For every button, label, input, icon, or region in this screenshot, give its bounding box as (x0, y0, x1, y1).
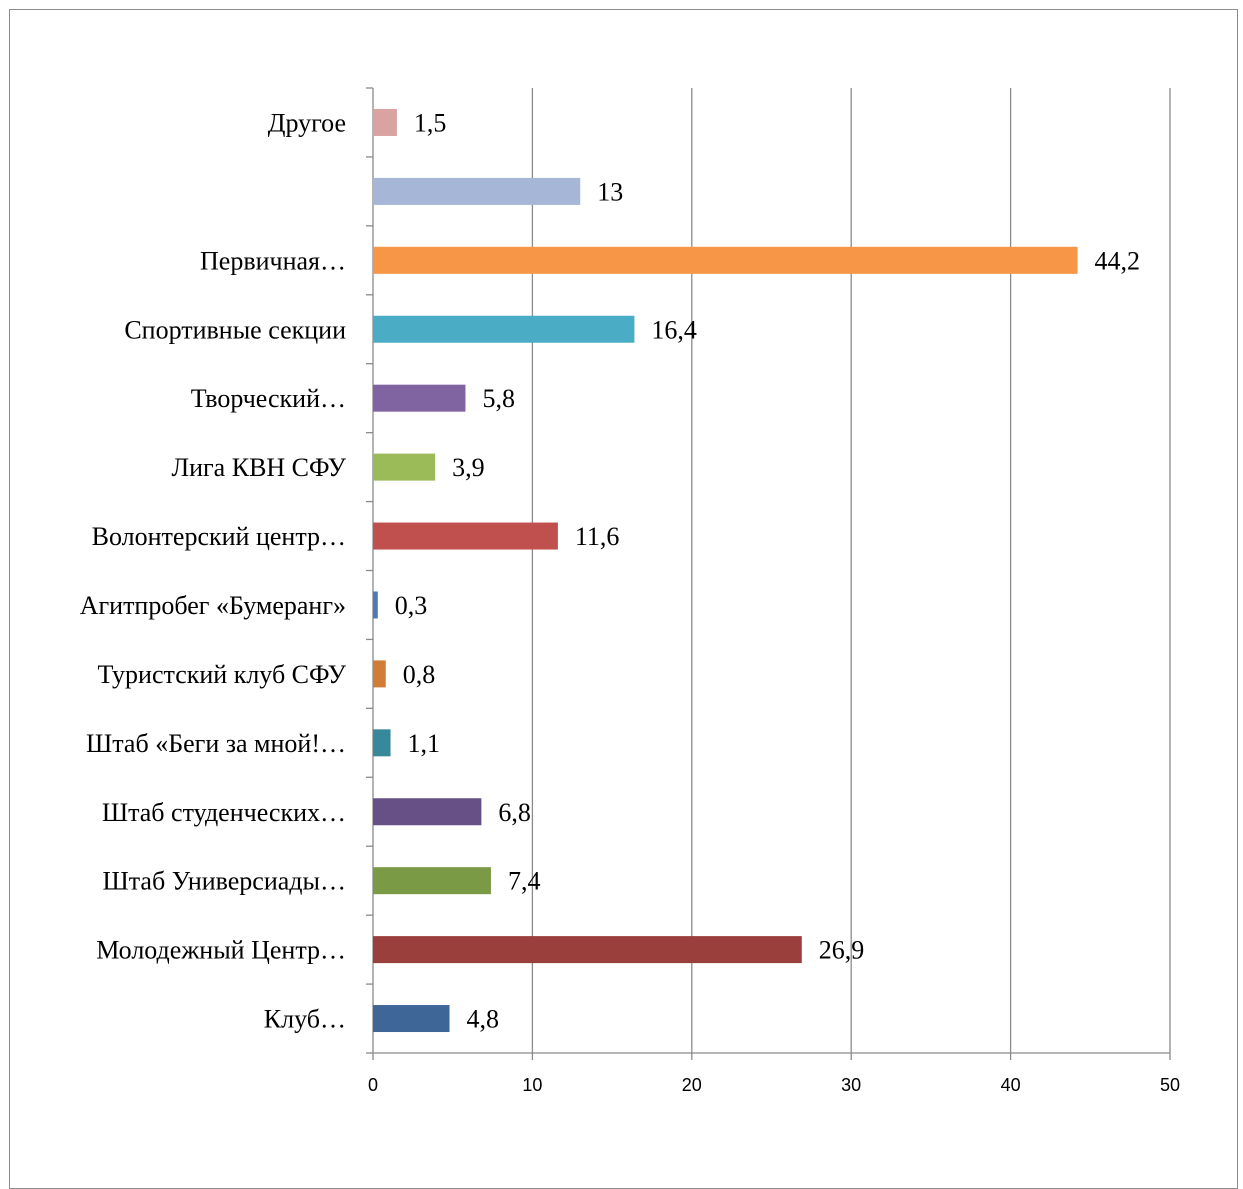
data-label: 5,8 (482, 384, 515, 413)
data-label: 11,6 (575, 522, 620, 551)
bar (373, 246, 1078, 274)
bar (373, 453, 436, 481)
data-label: 44,2 (1095, 246, 1141, 275)
chart-frame (9, 9, 1238, 1189)
category-label: Штаб «Беги за мной!… (86, 729, 346, 758)
x-tick-label: 40 (1001, 1075, 1021, 1095)
category-label: Молодежный Центр… (96, 936, 346, 965)
data-label: 6,8 (498, 798, 530, 827)
data-label: 0,8 (403, 660, 436, 689)
bar (373, 108, 397, 136)
data-label: 4,8 (467, 1005, 500, 1034)
data-label: 1,1 (408, 729, 441, 758)
x-tick-label: 20 (682, 1075, 702, 1095)
bar (373, 798, 482, 826)
category-label: Клуб… (264, 1005, 346, 1034)
bar (373, 177, 581, 205)
data-label: 1,5 (414, 108, 447, 137)
x-tick-label: 50 (1160, 1075, 1180, 1095)
category-label: Туристский клуб СФУ (97, 660, 346, 689)
data-label: 3,9 (452, 453, 485, 482)
bar (373, 936, 802, 964)
bar (373, 729, 391, 757)
category-label: Первичная… (200, 246, 346, 275)
category-label: Штаб студенческих… (102, 798, 346, 827)
data-label: 26,9 (819, 936, 865, 965)
x-tick-label: 30 (841, 1075, 861, 1095)
category-label: Другое (268, 108, 346, 137)
data-label: 16,4 (651, 315, 697, 344)
category-label: Агитпробег «Бумеранг» (80, 591, 346, 620)
x-tick-label: 0 (368, 1075, 378, 1095)
category-label: Волонтерский центр… (92, 522, 346, 551)
bar (373, 522, 558, 550)
category-label: Творческий… (191, 384, 346, 413)
category-label: Лига КВН СФУ (171, 453, 346, 482)
category-label: Спортивные секции (124, 315, 346, 344)
bar (373, 591, 378, 619)
bar (373, 384, 466, 412)
bar (373, 660, 386, 688)
bar (373, 315, 635, 343)
bar (373, 1005, 450, 1033)
data-label: 7,4 (508, 867, 541, 896)
category-label: Штаб Универсиады… (103, 867, 346, 896)
x-tick-label: 10 (522, 1075, 542, 1095)
data-label: 0,3 (395, 591, 428, 620)
data-label: 13 (597, 177, 623, 206)
bar (373, 867, 491, 895)
